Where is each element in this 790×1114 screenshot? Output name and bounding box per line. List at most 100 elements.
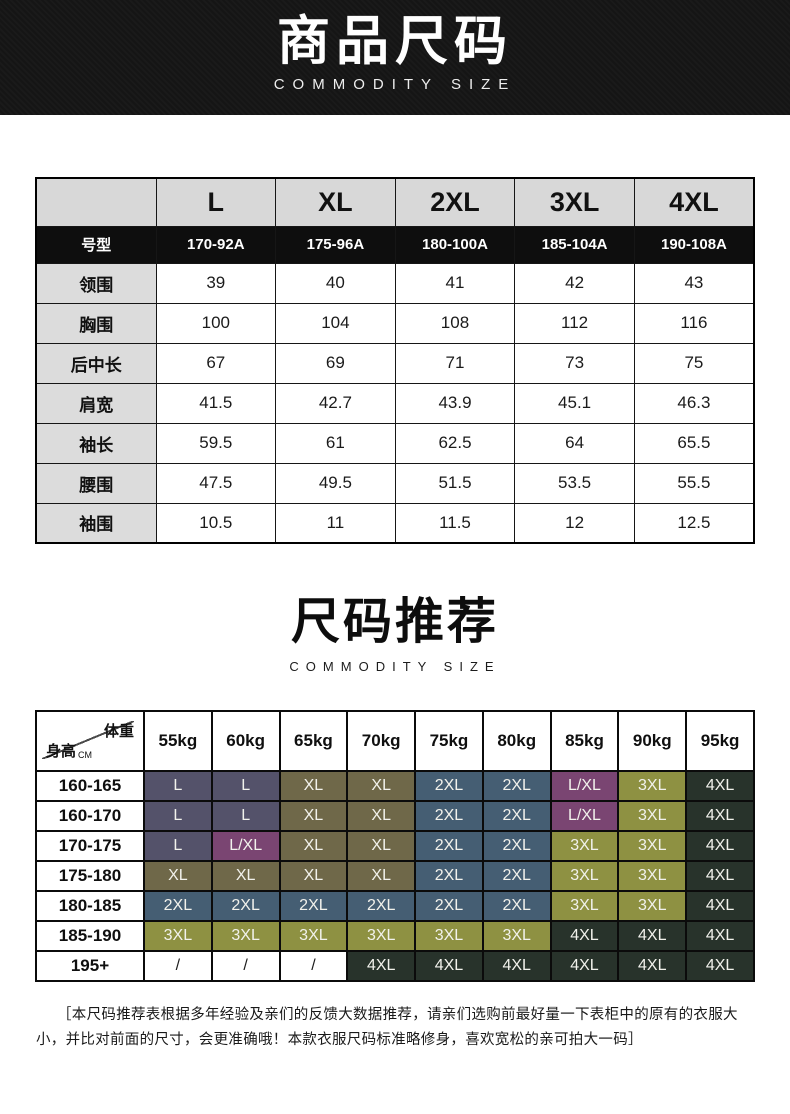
spec-row-label-cell: 领围 <box>35 262 157 304</box>
recommend-weight-header-cell: 70kg <box>346 709 417 772</box>
recommend-size-cell: 2XL <box>481 799 552 832</box>
recommend-size-cell: XL <box>278 799 349 832</box>
recommend-size-cell: L/XL <box>549 769 620 802</box>
weight-axis-label: 体重 <box>103 722 134 740</box>
spec-row-label-cell: 胸围 <box>35 302 157 344</box>
banner-subtitle: COMMODITY SIZE <box>273 76 517 94</box>
footer-note-line2: 小，并比对前面的尺寸，会更准确哦！本款衣服尺码标准略修身，喜欢宽松的亲可拍大一码… <box>36 1032 643 1049</box>
spec-data-row: 袖长 59.5 61 62.5 64 65.5 <box>35 422 755 464</box>
recommend-size-cell: 3XL <box>346 919 417 952</box>
recommend-size-cell: 2XL <box>210 889 281 922</box>
spec-value-cell: 71 <box>394 342 516 384</box>
spec-row-label-cell: 腰围 <box>35 462 157 504</box>
recommend-title: 尺码推荐 <box>290 595 499 649</box>
recommend-size-cell: L/XL <box>210 829 281 862</box>
spec-model-row: 号型 170-92A 175-96A 180-100A 185-104A 190-108A <box>35 225 755 264</box>
recommend-size-cell: 4XL <box>414 949 484 982</box>
recommend-size-cell: 4XL <box>617 919 688 952</box>
recommend-size-cell: 3XL <box>617 799 688 832</box>
spec-value-cell: 47.5 <box>155 462 277 504</box>
recommend-data-row: 175-180 XL XL XL XL 2XL 2XL 3XL 3XL 4XL <box>35 859 755 892</box>
spec-value-cell: 53.5 <box>514 462 635 504</box>
spec-value-cell: 62.5 <box>394 422 516 464</box>
spec-value-cell: 69 <box>275 342 396 384</box>
recommend-size-cell: 2XL <box>414 769 484 802</box>
spec-row-label-cell: 后中长 <box>35 342 157 384</box>
recommend-size-cell: 4XL <box>346 949 417 982</box>
recommend-height-label-cell: 160-170 <box>35 799 145 832</box>
spec-model-label-cell: 号型 <box>35 225 157 264</box>
recommend-size-cell: / <box>143 949 213 982</box>
recommend-section-title: 尺码推荐 COMMODITY SIZE <box>0 595 790 674</box>
recommend-size-cell: / <box>210 949 281 982</box>
recommend-size-cell: 3XL <box>617 769 688 802</box>
recommend-height-label-cell: 160-165 <box>35 769 145 802</box>
recommend-size-cell: 2XL <box>481 889 552 922</box>
recommend-size-cell: 2XL <box>346 889 417 922</box>
diagonal-divider <box>42 720 134 759</box>
recommend-size-cell: 4XL <box>685 949 755 982</box>
footer-note: ［本尺码推荐表根据多年经验及亲们的反馈大数据推荐，请亲们选购前最好量一下表柜中的… <box>36 1003 754 1054</box>
spec-value-cell: 65.5 <box>633 422 755 464</box>
recommend-corner-cell: 体重 身高 CM <box>35 709 145 772</box>
recommend-weight-header-cell: 95kg <box>685 709 755 772</box>
recommend-height-label-cell: 175-180 <box>35 859 145 892</box>
spec-value-cell: 55.5 <box>633 462 755 504</box>
recommend-weight-header-cell: 75kg <box>414 709 484 772</box>
recommend-size-cell: / <box>278 949 349 982</box>
size-spec-table: L XL 2XL 3XL 4XL 号型 170-92A 175-96A 180-100A 185-… <box>35 177 755 544</box>
height-axis-label: 身高 <box>46 742 77 760</box>
recommend-data-row: 185-190 3XL 3XL 3XL 3XL 3XL 3XL 4XL 4XL 4XL <box>35 919 755 952</box>
spec-row-label-cell: 袖围 <box>35 502 157 544</box>
height-axis-label-wrap: 身高 CM <box>46 740 92 761</box>
recommend-size-cell: 2XL <box>481 859 552 892</box>
recommend-size-cell: 3XL <box>617 829 688 862</box>
spec-value-cell: 43 <box>633 262 755 304</box>
spec-data-row: 领围 39 40 41 42 43 <box>35 262 755 304</box>
spec-size-header-cell: L <box>155 177 277 227</box>
spec-model-value-cell: 175-96A <box>275 225 396 264</box>
recommend-size-cell: 4XL <box>617 949 688 982</box>
spec-value-cell: 11 <box>275 502 396 544</box>
recommend-size-cell: XL <box>346 859 417 892</box>
recommend-height-label-cell: 195+ <box>35 949 145 982</box>
spec-value-cell: 59.5 <box>155 422 277 464</box>
spec-header-row: L XL 2XL 3XL 4XL <box>35 177 755 227</box>
recommend-size-cell: 4XL <box>685 919 755 952</box>
spec-size-header-cell: XL <box>275 177 396 227</box>
recommend-size-cell: 3XL <box>617 859 688 892</box>
spec-value-cell: 42.7 <box>275 382 396 424</box>
recommend-weight-header-cell: 60kg <box>210 709 281 772</box>
recommend-size-cell: L <box>143 769 213 802</box>
recommend-size-cell: 2XL <box>414 799 484 832</box>
spec-model-value-cell: 185-104A <box>514 225 635 264</box>
recommend-weight-header-cell: 80kg <box>481 709 552 772</box>
recommend-size-cell: 2XL <box>414 829 484 862</box>
recommend-size-cell: 3XL <box>414 919 484 952</box>
recommend-size-cell: 4XL <box>685 859 755 892</box>
spec-value-cell: 43.9 <box>394 382 516 424</box>
spec-data-row: 胸围 100 104 108 112 116 <box>35 302 755 344</box>
spec-value-cell: 67 <box>155 342 277 384</box>
recommend-subtitle: COMMODITY SIZE <box>289 658 501 674</box>
recommend-size-cell: 4XL <box>481 949 552 982</box>
spec-value-cell: 12.5 <box>633 502 755 544</box>
recommend-data-row: 160-170 L L XL XL 2XL 2XL L/XL 3XL 4XL <box>35 799 755 832</box>
spec-value-cell: 75 <box>633 342 755 384</box>
spec-data-row: 袖围 10.5 11 11.5 12 12.5 <box>35 502 755 544</box>
recommend-height-label-cell: 170-175 <box>35 829 145 862</box>
spec-size-header-cell: 3XL <box>514 177 635 227</box>
recommend-size-cell: XL <box>346 829 417 862</box>
recommend-data-row: 160-165 L L XL XL 2XL 2XL L/XL 3XL 4XL <box>35 769 755 802</box>
spec-data-row: 腰围 47.5 49.5 51.5 53.5 55.5 <box>35 462 755 504</box>
spec-value-cell: 41.5 <box>155 382 277 424</box>
recommend-data-row: 180-185 2XL 2XL 2XL 2XL 2XL 2XL 3XL 3XL 4XL <box>35 889 755 922</box>
recommend-size-cell: 3XL <box>549 859 620 892</box>
spec-size-header-cell: 2XL <box>394 177 516 227</box>
recommend-size-cell: 2XL <box>414 859 484 892</box>
recommend-size-cell: XL <box>210 859 281 892</box>
spec-value-cell: 42 <box>514 262 635 304</box>
recommend-size-cell: 3XL <box>210 919 281 952</box>
spec-size-header-cell: 4XL <box>633 177 755 227</box>
recommend-size-cell: L <box>210 799 281 832</box>
